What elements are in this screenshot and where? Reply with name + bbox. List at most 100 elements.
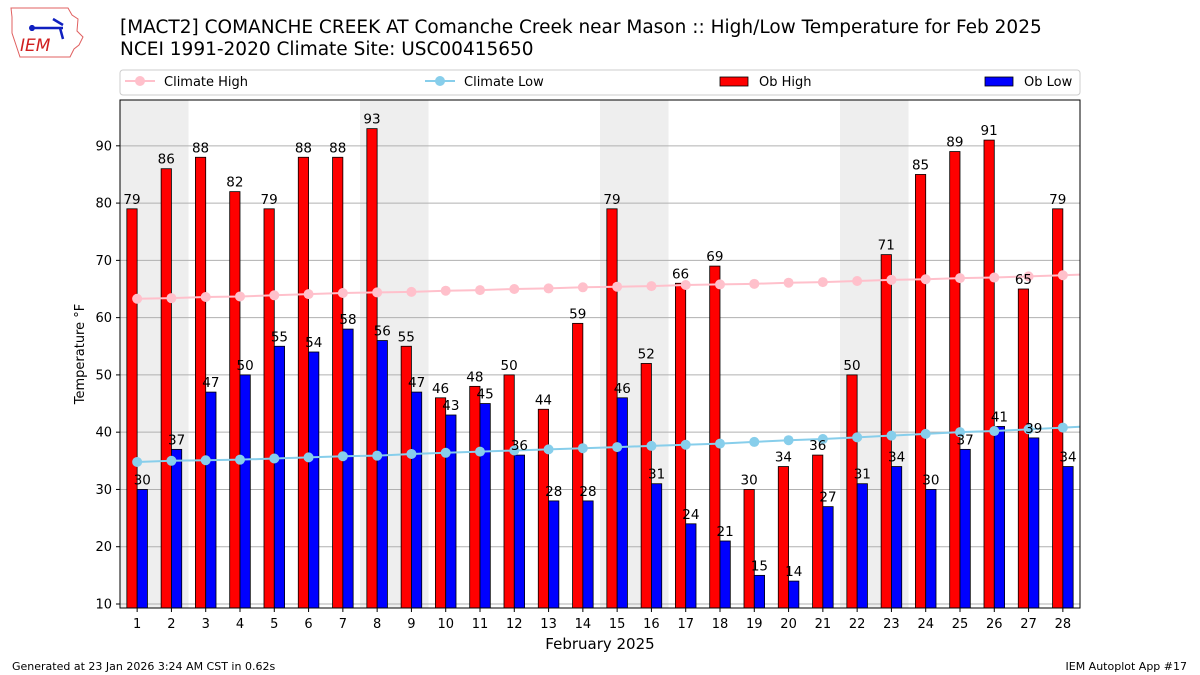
x-tick-label: 5 xyxy=(270,617,278,632)
ob-low-label: 28 xyxy=(545,484,562,500)
ob-low-bar xyxy=(411,391,423,609)
climate-high-point xyxy=(509,283,520,294)
ob-low-label: 24 xyxy=(682,507,699,523)
climate-high-point xyxy=(577,282,588,293)
ob-low-bar xyxy=(651,483,663,609)
y-tick-label: 30 xyxy=(95,483,112,498)
climate-low-point xyxy=(406,448,417,459)
ob-high-label: 44 xyxy=(535,392,552,408)
x-tick-label: 16 xyxy=(643,617,660,632)
ob-low-bar xyxy=(925,489,937,609)
ob-high-label: 69 xyxy=(706,249,723,265)
x-tick-label: 2 xyxy=(167,617,175,632)
climate-high-point xyxy=(989,272,1000,283)
y-tick-label: 70 xyxy=(95,254,112,269)
ob-low-bar xyxy=(993,426,1005,609)
chart-title: [MACT2] COMANCHE CREEK AT Comanche Creek… xyxy=(120,17,1042,38)
climate-high-point xyxy=(955,273,965,284)
ob-high-label: 79 xyxy=(603,192,620,208)
climate-high-point xyxy=(1057,270,1068,281)
ob-low-bar xyxy=(445,414,457,609)
climate-high-point xyxy=(749,278,760,289)
ob-high-bar xyxy=(743,489,755,609)
svg-text:IEM: IEM xyxy=(20,36,51,56)
climate-low-point xyxy=(612,442,623,453)
ob-low-bar xyxy=(856,483,868,609)
x-tick-label: 18 xyxy=(712,617,729,632)
climate-low-point xyxy=(680,439,691,450)
climate-low-point xyxy=(475,446,485,457)
legend-label: Ob Low xyxy=(1024,75,1073,90)
ob-low-label: 58 xyxy=(339,312,356,328)
ob-high-label: 79 xyxy=(123,192,140,208)
ob-low-label: 47 xyxy=(408,375,425,391)
ob-high-bar xyxy=(640,363,652,609)
legend-label: Ob High xyxy=(759,75,812,90)
ob-low-label: 54 xyxy=(305,335,322,351)
climate-low-point xyxy=(817,434,828,445)
y-tick-label: 60 xyxy=(95,311,112,326)
ob-high-label: 30 xyxy=(741,472,758,488)
climate-low-point xyxy=(886,430,897,441)
ob-high-label: 79 xyxy=(1049,192,1066,208)
climate-high-point xyxy=(612,281,623,292)
x-tick-label: 17 xyxy=(677,617,694,632)
legend-swatch-icon xyxy=(719,76,749,87)
ob-low-bar xyxy=(342,328,354,609)
ob-low-label: 30 xyxy=(134,472,151,488)
climate-low-point xyxy=(200,455,211,466)
ob-low-bar xyxy=(959,448,971,609)
ob-high-bar xyxy=(983,139,995,609)
x-axis-label: February 2025 xyxy=(545,635,654,653)
ob-low-label: 43 xyxy=(442,398,459,414)
x-tick-label: 8 xyxy=(373,617,381,632)
x-tick-label: 21 xyxy=(815,617,832,632)
ob-high-bar xyxy=(1017,288,1029,609)
ob-high-label: 86 xyxy=(158,152,175,168)
ob-low-bar xyxy=(171,448,183,609)
x-tick-label: 15 xyxy=(609,617,626,632)
ob-low-label: 56 xyxy=(374,324,391,340)
x-tick-label: 11 xyxy=(472,617,489,632)
x-tick-label: 23 xyxy=(883,617,900,632)
ob-low-label: 55 xyxy=(271,329,288,345)
ob-low-label: 30 xyxy=(922,472,939,488)
climate-high-point xyxy=(269,290,280,301)
generated-note: Generated at 23 Jan 2026 3:24 AM CST in … xyxy=(12,660,276,673)
ob-high-bar xyxy=(949,151,961,609)
ob-high-label: 46 xyxy=(432,381,449,397)
ob-high-label: 91 xyxy=(981,123,998,139)
climate-high-point xyxy=(543,283,554,294)
ob-high-bar xyxy=(1052,208,1064,609)
climate-low-point xyxy=(132,456,143,467)
ob-high-label: 48 xyxy=(466,369,483,385)
ob-low-label: 31 xyxy=(854,467,871,483)
ob-high-label: 79 xyxy=(261,192,278,208)
plot-frame xyxy=(119,99,1081,609)
ob-high-bar xyxy=(846,374,858,609)
x-tick-label: 27 xyxy=(1020,617,1037,632)
ob-high-label: 59 xyxy=(569,306,586,322)
climate-high-point xyxy=(235,291,245,302)
ob-low-label: 45 xyxy=(477,387,494,403)
ob-high-label: 82 xyxy=(226,175,243,191)
ob-low-label: 36 xyxy=(511,438,528,454)
legend-label: Climate Low xyxy=(464,75,544,90)
climate-high-point xyxy=(303,289,314,300)
climate-low-point xyxy=(543,444,554,455)
ob-high-label: 50 xyxy=(501,358,518,374)
ob-low-bar xyxy=(891,466,903,609)
climate-low-point xyxy=(166,455,177,466)
ob-low-label: 47 xyxy=(202,375,219,391)
climate-low-point xyxy=(372,450,383,461)
climate-high-point xyxy=(440,285,451,296)
legend-marker-icon xyxy=(135,76,145,86)
ob-low-bar xyxy=(788,580,800,609)
ob-high-label: 66 xyxy=(672,266,689,282)
climate-low-point xyxy=(989,426,1000,437)
ob-low-label: 37 xyxy=(168,432,185,448)
ob-high-label: 52 xyxy=(638,346,655,362)
x-tick-label: 24 xyxy=(917,617,934,632)
ob-low-label: 28 xyxy=(579,484,596,500)
